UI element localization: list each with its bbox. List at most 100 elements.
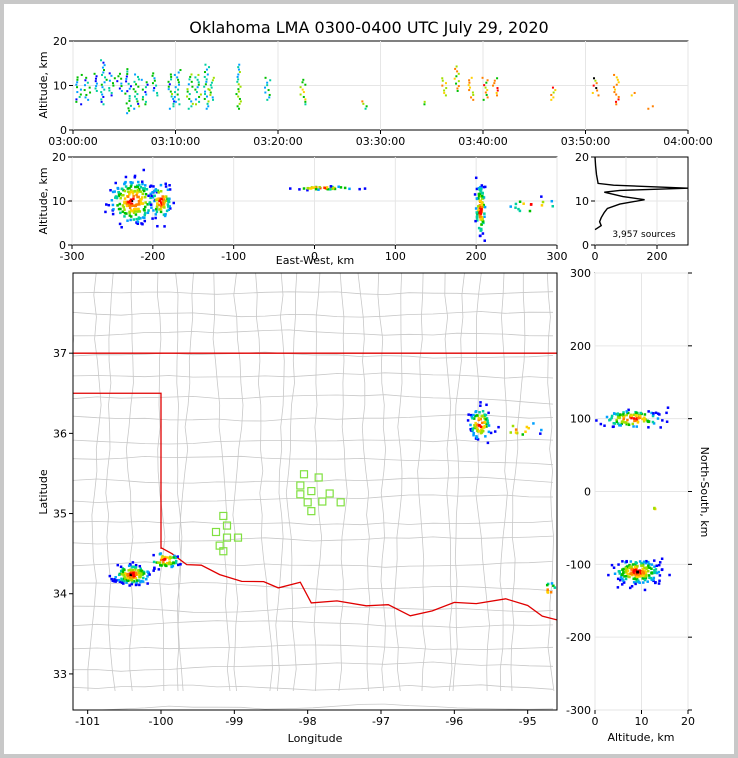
source-point [144, 184, 147, 187]
source-point [170, 78, 173, 81]
source-point [477, 226, 481, 230]
source-point [211, 96, 214, 99]
north-south-xlabel: Altitude, km [607, 731, 674, 744]
source-point [210, 86, 213, 89]
source-point [483, 212, 486, 215]
source-point [153, 194, 156, 198]
source-point [630, 416, 633, 420]
source-point [643, 575, 647, 578]
source-point [337, 185, 340, 188]
source-point [237, 73, 240, 76]
y-tick-label: 200 [570, 340, 591, 353]
source-point [162, 198, 166, 201]
source-point [195, 103, 198, 106]
source-point [117, 573, 121, 577]
source-point [480, 184, 484, 187]
source-point [131, 573, 135, 576]
source-point [208, 66, 211, 69]
source-point [652, 412, 655, 415]
source-point [89, 91, 92, 94]
source-point [135, 221, 138, 224]
x-tick-label: -98 [299, 715, 317, 728]
source-point [476, 429, 479, 432]
source-point [483, 215, 486, 219]
source-point [626, 411, 630, 415]
source-point [140, 579, 143, 583]
source-point [626, 569, 630, 572]
source-point [480, 431, 484, 434]
source-point [238, 107, 241, 110]
source-point [80, 73, 83, 76]
source-point [125, 581, 128, 584]
source-point [479, 215, 482, 218]
source-point [650, 563, 654, 566]
source-point [145, 81, 148, 84]
source-point [152, 569, 155, 572]
source-point [472, 413, 475, 417]
source-point [142, 570, 146, 574]
source-point [84, 96, 87, 99]
source-point [108, 72, 111, 75]
source-point [144, 91, 147, 94]
station-marker [296, 490, 305, 499]
source-point [643, 413, 647, 416]
source-point [264, 86, 267, 89]
source-point [143, 212, 147, 215]
source-point [141, 95, 144, 98]
source-point [164, 199, 168, 203]
y-tick-label: 0 [60, 124, 67, 137]
source-point [299, 93, 302, 96]
source-point [128, 95, 131, 98]
source-point [138, 188, 141, 191]
source-point [141, 202, 145, 205]
source-point [617, 570, 621, 573]
source-point [479, 417, 482, 421]
source-point [126, 112, 129, 115]
source-point [348, 187, 351, 191]
county-line [377, 273, 387, 692]
source-point [195, 91, 198, 94]
source-point [122, 188, 125, 192]
source-point [119, 211, 122, 215]
source-point [95, 85, 98, 88]
source-point [176, 555, 180, 558]
source-point [75, 83, 78, 86]
source-point [647, 562, 651, 566]
source-point [471, 91, 474, 94]
source-point [101, 73, 104, 76]
source-point [637, 580, 640, 584]
source-point [110, 91, 113, 94]
county-line [73, 455, 554, 466]
source-point [130, 204, 134, 207]
source-point [485, 93, 488, 96]
source-point [617, 81, 620, 84]
source-point [138, 575, 141, 579]
source-point [126, 187, 130, 190]
source-point [329, 185, 333, 188]
source-point [135, 193, 138, 197]
source-point [139, 569, 143, 572]
source-point [127, 204, 130, 207]
county-boundaries [73, 273, 555, 710]
source-point [619, 413, 622, 417]
source-point [197, 83, 200, 86]
source-point [646, 419, 649, 423]
source-point [237, 88, 240, 91]
source-point [616, 586, 620, 589]
source-point [159, 183, 163, 187]
source-point [545, 583, 549, 587]
x-tick-label: -100 [221, 250, 246, 263]
source-point [140, 222, 143, 225]
source-point [148, 201, 152, 204]
source-point [593, 77, 596, 80]
source-point [339, 186, 343, 189]
source-point [639, 570, 642, 573]
source-point [151, 82, 154, 85]
source-point [443, 89, 446, 92]
source-point [616, 577, 620, 581]
station-marker [211, 527, 221, 537]
station-marker [233, 533, 243, 542]
source-point [203, 97, 206, 100]
source-point [120, 577, 123, 581]
source-point [514, 428, 518, 431]
